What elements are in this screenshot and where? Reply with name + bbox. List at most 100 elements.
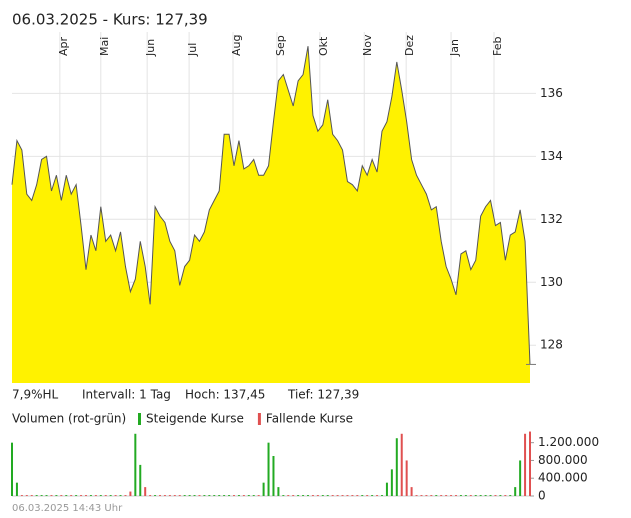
price-line bbox=[11, 46, 531, 365]
volume-bar bbox=[415, 495, 418, 496]
x-tick-label: Jun bbox=[144, 39, 157, 57]
volume-bar bbox=[70, 495, 73, 496]
volume-bar bbox=[104, 495, 107, 496]
volume-bar bbox=[529, 431, 531, 496]
volume-bar bbox=[11, 442, 13, 496]
volume-bar bbox=[524, 433, 527, 496]
volume-bar bbox=[341, 495, 344, 496]
volume-bar bbox=[405, 460, 408, 496]
volume-bar bbox=[420, 495, 423, 496]
volume-bar bbox=[484, 495, 487, 496]
volume-bar bbox=[208, 495, 211, 496]
chart-title: 06.03.2025 - Kurs: 127,39 bbox=[12, 11, 208, 29]
volume-bar bbox=[218, 495, 221, 496]
volume-bar bbox=[390, 469, 393, 496]
volume-bar bbox=[45, 495, 48, 496]
x-tick-label: Dez bbox=[403, 35, 416, 56]
y-tick-label: 0 bbox=[538, 489, 546, 503]
x-tick-label: Jul bbox=[186, 43, 199, 57]
volume-bar bbox=[385, 482, 388, 496]
volume-bar bbox=[99, 495, 102, 496]
volume-bar bbox=[198, 495, 201, 496]
volume-bar bbox=[494, 495, 497, 496]
x-tick-label: Mai bbox=[98, 37, 111, 56]
volume-bar bbox=[35, 495, 38, 496]
volume-bar bbox=[331, 495, 334, 496]
volume-bar bbox=[168, 495, 171, 496]
volume-bar bbox=[519, 460, 522, 496]
volume-bar bbox=[366, 495, 369, 496]
volume-bar bbox=[479, 495, 482, 496]
volume-bar bbox=[307, 495, 309, 496]
volume-bar bbox=[40, 495, 43, 496]
volume-title: Volumen (rot-grün) bbox=[12, 412, 126, 426]
volume-bar bbox=[134, 433, 137, 496]
volume-bar bbox=[50, 495, 53, 496]
volume-bar bbox=[381, 495, 383, 496]
legend-swatch bbox=[257, 413, 261, 425]
volume-bar bbox=[114, 495, 117, 496]
volume-bar bbox=[321, 495, 324, 496]
volume-bar bbox=[430, 495, 433, 496]
volume-bar bbox=[267, 442, 270, 496]
volume-bar bbox=[178, 495, 181, 496]
area bbox=[12, 46, 530, 383]
volume-bar bbox=[272, 456, 275, 496]
legend-label: Steigende Kurse bbox=[146, 412, 244, 426]
volume-bar bbox=[262, 482, 265, 496]
volume-bar bbox=[455, 495, 457, 496]
volume-bar bbox=[351, 495, 354, 496]
volume-bar bbox=[459, 495, 462, 496]
volume-bar bbox=[450, 495, 453, 496]
volume-bar bbox=[247, 495, 250, 496]
volume-bar bbox=[193, 495, 196, 496]
volume-bar bbox=[223, 495, 226, 496]
volume-bar bbox=[154, 495, 157, 496]
volume-bar bbox=[129, 491, 132, 496]
volume-bar bbox=[109, 495, 112, 496]
volume-bar bbox=[213, 495, 216, 496]
volume-bar bbox=[55, 495, 58, 496]
volume-bar bbox=[85, 495, 87, 496]
volume-bar bbox=[425, 495, 428, 496]
y-tick-label: 800.000 bbox=[538, 453, 588, 467]
volume-bar bbox=[376, 495, 379, 496]
volume-bar bbox=[336, 495, 339, 496]
volume-bar bbox=[504, 495, 507, 496]
volume-bar bbox=[435, 495, 438, 496]
volume-bar bbox=[287, 495, 290, 496]
y-tick-label: 400.000 bbox=[538, 471, 588, 485]
volume-bar bbox=[252, 495, 255, 496]
volume-bar bbox=[400, 433, 403, 496]
y-tick-label: 1.200.000 bbox=[538, 435, 599, 449]
volume-bar bbox=[75, 495, 78, 496]
x-tick-label: Sep bbox=[274, 35, 287, 56]
volume-bar bbox=[233, 495, 235, 496]
volume-bar bbox=[159, 495, 161, 496]
volume-bar bbox=[474, 495, 477, 496]
volume-bar bbox=[163, 495, 166, 496]
volume-bar bbox=[489, 495, 492, 496]
volume-bar bbox=[257, 495, 260, 496]
volume-bar bbox=[30, 495, 33, 496]
volume-bar bbox=[149, 495, 152, 496]
volume-bar bbox=[15, 482, 18, 496]
volume-bar bbox=[277, 487, 280, 496]
volume-bar bbox=[316, 495, 319, 496]
volume-bar bbox=[139, 464, 142, 496]
volume-bar bbox=[311, 495, 314, 496]
volume-bar bbox=[188, 495, 191, 496]
legend-label: Fallende Kurse bbox=[266, 412, 353, 426]
y-tick-label: 134 bbox=[540, 149, 563, 163]
volume-bar bbox=[464, 495, 467, 496]
volume-bar bbox=[346, 495, 349, 496]
annotation: Hoch: 137,45 bbox=[185, 388, 265, 402]
x-tick-label: Nov bbox=[361, 34, 374, 56]
legend-swatch bbox=[138, 413, 141, 425]
volume-bar bbox=[292, 495, 295, 496]
footer: 06.03.2025 14:43 Uhr bbox=[12, 503, 123, 514]
volume-bar bbox=[124, 495, 127, 496]
volume-bar bbox=[20, 495, 23, 496]
annotation: 7,9%HL bbox=[12, 388, 59, 402]
